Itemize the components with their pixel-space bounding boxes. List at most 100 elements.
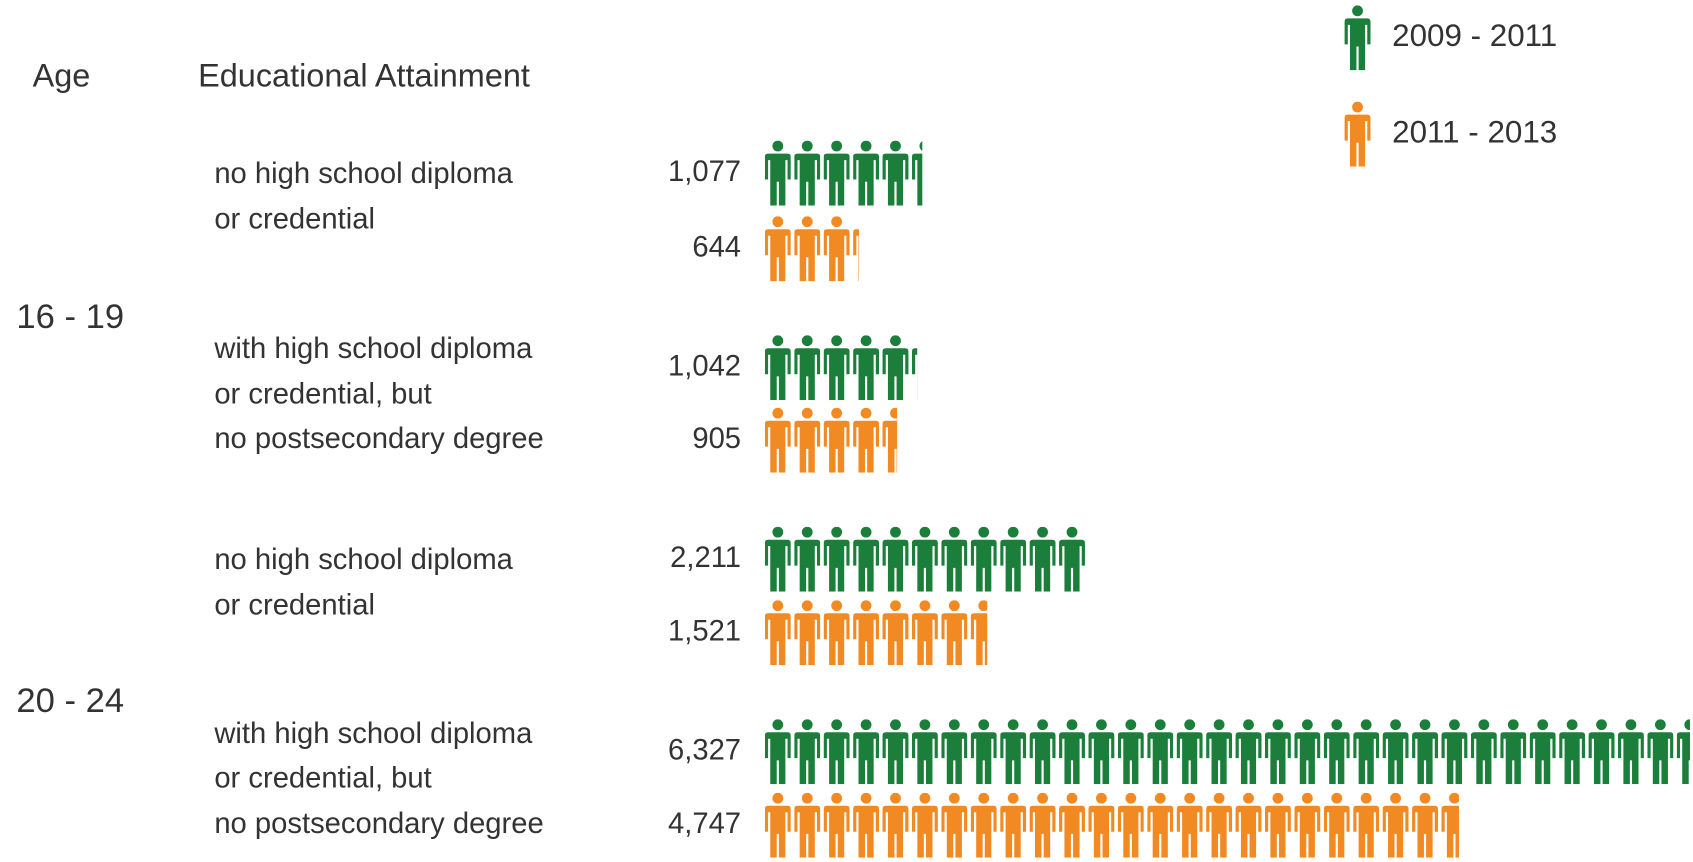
person-icon [1176,719,1203,785]
person-icon [794,526,821,592]
person-icon [1235,719,1262,785]
category-label: with high school diploma [213,718,533,750]
person-icon [764,140,791,206]
icon-row [764,407,898,473]
category-label: or credential [214,203,375,235]
person-icon [794,335,821,401]
value-label: 905 [692,423,741,455]
person-icon [853,526,880,592]
person-icon [1559,719,1586,785]
category-label: no postsecondary degree [214,423,543,455]
person-icon [1000,719,1027,785]
person-icon [1176,792,1203,858]
person-icon [1676,719,1691,785]
person-icon [941,600,968,666]
icon-row [764,526,1085,592]
person-icon [794,140,821,206]
person-icon [941,719,968,785]
person-icon [882,600,909,666]
icon-row [764,140,923,206]
person-icon [1382,792,1409,858]
person-icon [1117,719,1144,785]
person-icon [1117,792,1144,858]
category-label: no high school diploma [214,158,513,190]
person-icon [941,526,968,592]
person-icon [853,407,880,473]
age-label: 16 - 19 [16,298,124,336]
person-icon [1529,719,1556,785]
person-icon [794,719,821,785]
legend-label: 2009 - 2011 [1392,18,1557,53]
category-label: with high school diploma [213,333,533,365]
person-icon [1029,792,1056,858]
person-icon [1000,792,1027,858]
person-icon [823,216,850,282]
person-icon [853,792,880,858]
person-icon [1441,792,1459,858]
person-icon [970,792,997,858]
person-icon [1588,719,1615,785]
person-icon [1441,719,1468,785]
person-icon [764,600,791,666]
icon-row [764,335,918,401]
category-label: or credential [214,589,375,621]
person-icon [1147,792,1174,858]
icon-row [764,600,988,666]
person-icon [1000,526,1027,592]
person-icon [882,526,909,592]
value-label: 1,521 [668,615,741,647]
age-label: 20 - 24 [16,682,124,720]
person-icon [1059,719,1085,785]
person-icon [853,600,880,666]
person-icon [882,719,909,785]
person-icon [882,407,898,473]
legend-icon [1344,5,1371,71]
person-icon [794,792,821,858]
person-icon [1264,719,1291,785]
person-icon [970,719,997,785]
person-icon [794,216,821,282]
person-icon [1470,719,1497,785]
person-icon [911,335,918,401]
person-icon [823,600,850,666]
person-icon [1235,792,1262,858]
attainment-header: Educational Attainment [198,57,530,93]
value-label: 6,327 [668,734,741,766]
person-icon [1206,719,1233,785]
person-icon [1412,719,1439,785]
age-header: Age [33,57,91,93]
legend-item: 2009 - 2011 [1344,5,1557,71]
person-icon [853,719,880,785]
person-icon [823,407,850,473]
person-icon [1353,719,1380,785]
person-icon [1206,792,1233,858]
person-icon [941,792,968,858]
person-icon [911,526,938,592]
person-icon [1412,792,1439,858]
value-label: 644 [692,231,741,263]
person-icon [764,719,791,785]
person-icon [1264,792,1291,858]
person-icon [823,792,850,858]
person-icon [1294,719,1321,785]
person-icon [1323,792,1350,858]
person-icon [1059,792,1085,858]
person-icon [764,216,791,282]
person-icon [794,407,821,473]
value-label: 2,211 [670,542,741,574]
icon-row [764,719,1691,785]
person-icon [882,140,909,206]
icon-row [764,216,860,282]
icon-row [764,792,1459,858]
person-icon [911,600,938,666]
person-icon [764,335,791,401]
person-icon [853,140,880,206]
category-label: or credential, but [214,379,431,411]
person-icon [823,335,850,401]
person-icon [823,719,850,785]
person-icon [1088,792,1115,858]
person-icon [794,600,821,666]
person-icon [911,719,938,785]
person-icon [764,526,791,592]
